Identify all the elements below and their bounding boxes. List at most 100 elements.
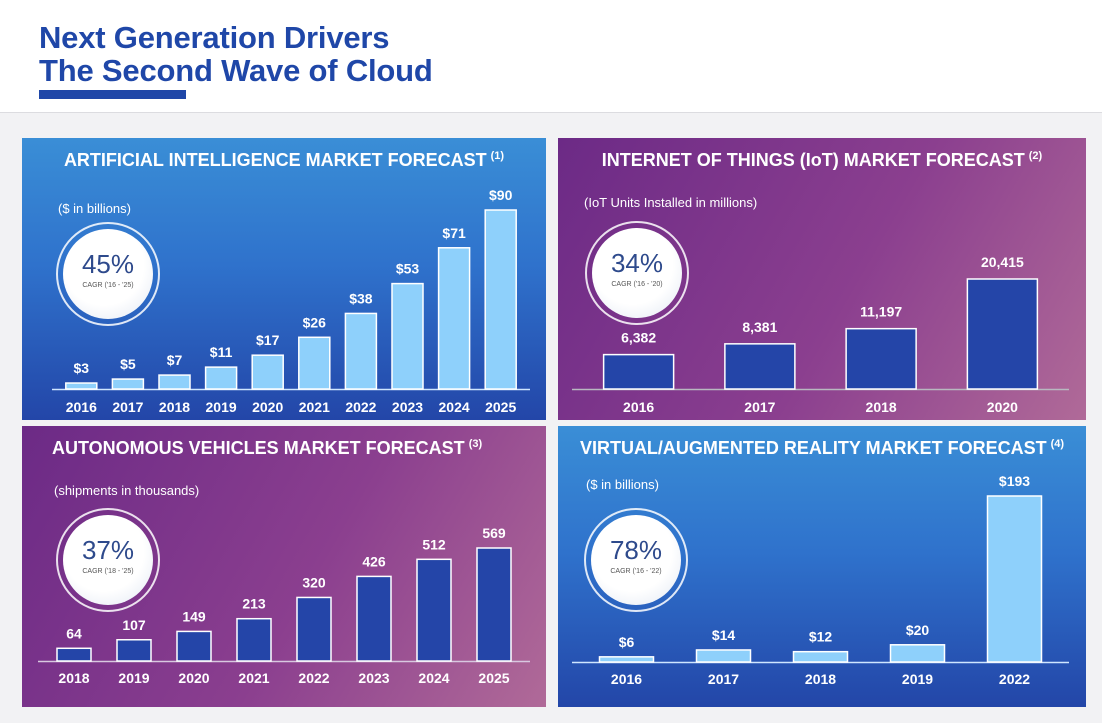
cagr-value: 78%: [609, 535, 663, 565]
cagr-label: CAGR ('16 - '22): [610, 568, 662, 575]
unit-label: (IoT Units Installed in millions): [584, 195, 758, 210]
bar: [236, 617, 272, 662]
bar: [476, 547, 512, 662]
bar: [889, 644, 946, 663]
av-bar-chart: 64 2018 107 2019 149 2020 213 2021 320 2022 426 202…: [38, 525, 530, 686]
bar-value-label: 213: [242, 596, 266, 612]
bar-value-label: $90: [489, 187, 513, 203]
cagr-value: 34%: [610, 248, 664, 278]
bar: [111, 378, 145, 390]
bar-value-label: $3: [74, 360, 90, 376]
x-tick-label: 2020: [987, 399, 1018, 415]
bar-value-label: $5: [120, 356, 136, 372]
bar-value-label: $12: [809, 629, 833, 645]
bar: [204, 366, 238, 390]
bar-value-label: $6: [619, 634, 635, 650]
x-tick-label: 2024: [439, 399, 470, 415]
bar: [792, 650, 849, 663]
bar-value-label: 569: [482, 525, 506, 541]
bar: [356, 575, 392, 662]
x-tick-label: 2021: [299, 399, 330, 415]
bar: [251, 354, 284, 390]
panel-title: INTERNET OF THINGS (IoT) MARKET FORECAST…: [558, 150, 1086, 171]
x-tick-label: 2019: [206, 399, 237, 415]
page-header: Next Generation Drivers The Second Wave …: [0, 0, 1102, 113]
bar-value-label: $71: [442, 225, 466, 241]
cagr-value: 37%: [81, 535, 135, 565]
cagr-badge: 37% CAGR ('18 - '25): [56, 508, 160, 612]
cagr-value: 45%: [81, 249, 135, 279]
x-tick-label: 2023: [392, 399, 423, 415]
bar-value-label: 320: [302, 574, 326, 590]
bar: [845, 327, 917, 390]
x-tick-label: 2018: [805, 671, 836, 687]
bar: [416, 558, 452, 662]
panel-footnote: (4): [1050, 438, 1065, 450]
bar: [176, 630, 212, 662]
bar: [986, 495, 1043, 663]
bar-value-label: $53: [396, 261, 420, 277]
unit-label: (shipments in thousands): [54, 483, 200, 498]
bar: [298, 336, 331, 390]
bar: [116, 639, 152, 662]
cagr-circle: 45% CAGR ('16 - '25): [63, 229, 153, 319]
x-tick-label: 2017: [112, 399, 143, 415]
vr-forecast-panel: VIRTUAL/AUGMENTED REALITY MARKET FORECAS…: [558, 426, 1086, 707]
bar-value-label: 107: [122, 617, 146, 633]
bar: [56, 647, 92, 662]
bar: [158, 374, 191, 390]
x-tick-label: 2018: [866, 399, 897, 415]
bar: [695, 649, 752, 663]
bar-value-label: 8,381: [742, 319, 777, 335]
x-tick-label: 2020: [252, 399, 283, 415]
bar-value-label: $17: [256, 332, 280, 348]
vr-bar-chart: $6 2016 $14 2017 $12 2018 $20 2019 $193 2022: [572, 473, 1069, 687]
bar-value-label: $11: [210, 344, 233, 360]
x-tick-label: 2019: [118, 670, 149, 686]
cagr-label: CAGR ('18 - '25): [82, 568, 134, 575]
ai-bar-chart: $3 2016 $5 2017 $7 2018 $11 2019 $17 2020 $26 2021 $…: [52, 187, 530, 415]
x-tick-label: 2022: [298, 670, 329, 686]
page-title-line-1: Next Generation Drivers: [39, 20, 390, 55]
x-tick-label: 2021: [238, 670, 269, 686]
av-forecast-panel: AUTONOMOUS VEHICLES MARKET FORECAST (3) (…: [22, 426, 546, 707]
x-tick-label: 2019: [902, 671, 933, 687]
bar-value-label: $7: [167, 352, 183, 368]
bar: [391, 282, 424, 390]
panel-title: ARTIFICIAL INTELLIGENCE MARKET FORECAST(…: [22, 150, 546, 171]
bar: [344, 312, 378, 390]
panel-footnote: (3): [468, 438, 483, 450]
bar-value-label: $20: [906, 622, 930, 638]
bar: [602, 353, 675, 390]
cagr-badge: 45% CAGR ('16 - '25): [56, 222, 160, 326]
bar: [296, 596, 332, 662]
bar: [437, 247, 471, 390]
panel-title-text: VIRTUAL/AUGMENTED REALITY MARKET FORECAS…: [579, 438, 1047, 458]
x-tick-label: 2017: [744, 399, 775, 415]
bar-value-label: 20,415: [981, 254, 1024, 270]
bar-value-label: 64: [66, 625, 82, 641]
panel-footnote: (1): [490, 150, 505, 162]
x-tick-label: 2023: [358, 670, 389, 686]
cagr-badge: 34% CAGR ('16 - '20): [585, 221, 689, 325]
cagr-circle: 34% CAGR ('16 - '20): [592, 228, 682, 318]
panel-title-text: INTERNET OF THINGS (IoT) MARKET FORECAST: [601, 150, 1025, 170]
panel-title-text: ARTIFICIAL INTELLIGENCE MARKET FORECAST: [63, 150, 487, 170]
bar: [484, 209, 517, 390]
panel-title: VIRTUAL/AUGMENTED REALITY MARKET FORECAS…: [558, 438, 1086, 459]
x-tick-label: 2018: [58, 670, 89, 686]
iot-forecast-panel: INTERNET OF THINGS (IoT) MARKET FORECAST…: [558, 138, 1086, 420]
cagr-circle: 37% CAGR ('18 - '25): [63, 515, 153, 605]
cagr-label: CAGR ('16 - '20): [611, 281, 663, 288]
unit-label: ($ in billions): [586, 477, 659, 492]
bar-value-label: 512: [422, 536, 446, 552]
x-tick-label: 2022: [999, 671, 1030, 687]
panel-title-text: AUTONOMOUS VEHICLES MARKET FORECAST: [52, 438, 465, 458]
x-tick-label: 2016: [66, 399, 97, 415]
x-tick-label: 2016: [623, 399, 654, 415]
x-tick-label: 2018: [159, 399, 190, 415]
x-tick-label: 2024: [418, 670, 449, 686]
x-tick-label: 2016: [611, 671, 642, 687]
bar-value-label: 11,197: [860, 304, 902, 320]
unit-label: ($ in billions): [58, 201, 131, 216]
